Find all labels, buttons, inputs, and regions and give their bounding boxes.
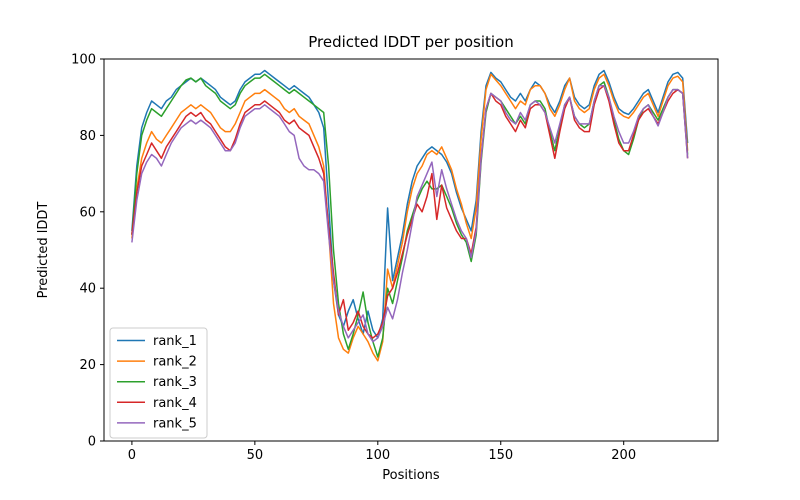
plot-frame (103, 58, 719, 442)
x-tick-label: 200 (611, 448, 636, 463)
series-line-rank_4 (131, 84, 689, 339)
y-tick-label: 80 (79, 129, 96, 144)
legend-label-rank_3: rank_3 (153, 375, 197, 390)
chart-title: Predicted lDDT per position (308, 33, 513, 51)
y-tick-label: 0 (88, 435, 96, 450)
series-lines (131, 69, 689, 362)
series-line-rank_3 (131, 73, 689, 358)
legend-label-rank_4: rank_4 (153, 396, 197, 411)
x-tick-label: 50 (247, 448, 264, 463)
y-axis-label: Predicted lDDT (36, 202, 51, 299)
legend-box (109, 327, 208, 439)
y-tick-label: 60 (79, 205, 96, 220)
x-tick-label: 0 (128, 448, 136, 463)
legend-label-rank_5: rank_5 (153, 416, 197, 431)
y-tick-label: 100 (71, 53, 96, 68)
plot-area: 0 50 100 150 200 0 20 40 60 80 100 (71, 53, 719, 463)
series-line-rank_1 (131, 69, 689, 339)
legend: rank_1 rank_2 rank_3 rank_4 rank_5 (109, 327, 208, 439)
series-line-rank_2 (131, 73, 689, 362)
x-tick-label: 100 (365, 448, 390, 463)
y-tick-label: 40 (79, 282, 96, 297)
y-tick-label: 20 (79, 358, 96, 373)
legend-label-rank_1: rank_1 (153, 334, 197, 349)
x-tick-label: 150 (488, 448, 513, 463)
legend-label-rank_2: rank_2 (153, 355, 197, 370)
series-line-rank_5 (131, 84, 689, 343)
x-axis-label: Positions (382, 468, 440, 483)
